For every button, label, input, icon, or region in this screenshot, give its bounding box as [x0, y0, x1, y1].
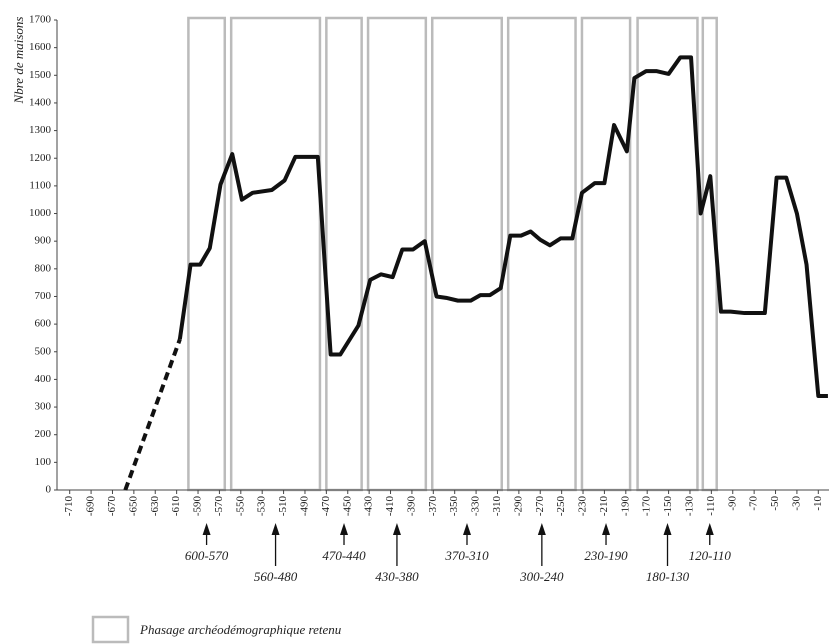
x-tick-label: -370: [427, 496, 439, 517]
phase-arrowhead: [271, 523, 280, 535]
x-tick-label: -390: [405, 496, 417, 517]
y-tick-label: 1100: [29, 179, 51, 191]
legend-box: [91, 615, 130, 644]
x-tick-label: -410: [384, 496, 396, 517]
x-tick-label: -450: [341, 496, 353, 517]
phase-box: [325, 16, 363, 492]
phase-label: 600-570: [185, 548, 229, 563]
phase-label: 470-440: [322, 548, 366, 563]
x-tick-label: -470: [320, 496, 332, 517]
x-tick-label: -310: [491, 496, 503, 517]
x-tick-label: -10: [812, 496, 824, 511]
x-tick-label: -550: [234, 496, 246, 517]
x-tick-label: -90: [726, 496, 738, 511]
legend-label: Phasage archéodémographique retenu: [139, 622, 342, 637]
x-tick-label: -610: [170, 496, 182, 517]
y-tick-label: 200: [35, 428, 52, 440]
data-line: [177, 55, 828, 398]
phase-arrowhead: [705, 523, 714, 535]
phase-label: 370-310: [444, 548, 489, 563]
x-tick-label: -150: [662, 496, 674, 517]
x-tick-label: -130: [684, 496, 696, 517]
x-tick-label: -490: [299, 496, 311, 517]
x-tick-label: -690: [85, 496, 97, 517]
phase-box: [366, 16, 428, 492]
x-tick-label: -110: [705, 496, 717, 516]
phase-box: [506, 16, 577, 492]
x-tick-label: -70: [748, 496, 760, 511]
y-tick-label: 900: [35, 235, 52, 247]
x-tick-label: -430: [363, 496, 375, 517]
x-tick-label: -330: [470, 496, 482, 517]
x-tick-label: -50: [769, 496, 781, 511]
phase-label: 180-130: [646, 569, 690, 584]
x-tick-label: -290: [512, 496, 524, 517]
y-axis-label: Nbre de maisons: [11, 17, 26, 105]
phase-label: 120-110: [689, 548, 732, 563]
x-tick-label: -210: [598, 496, 610, 517]
phase-label: 430-380: [375, 569, 419, 584]
x-tick-label: -30: [790, 496, 802, 511]
y-tick-label: 1300: [29, 124, 52, 136]
phase-arrowhead: [537, 523, 546, 535]
y-tick-label: 300: [35, 401, 52, 413]
phase-label: 560-480: [254, 569, 298, 584]
phase-box: [580, 16, 632, 492]
phase-label: 300-240: [519, 569, 564, 584]
phase-arrowhead: [602, 523, 611, 535]
phase-arrowhead: [392, 523, 401, 535]
x-tick-label: -590: [192, 496, 204, 517]
x-tick-label: -710: [63, 496, 75, 517]
y-tick-label: 100: [35, 456, 52, 468]
x-tick-label: -670: [106, 496, 118, 517]
x-tick-label: -650: [127, 496, 139, 517]
x-tick-label: -230: [577, 496, 589, 517]
x-tick-label: -350: [448, 496, 460, 517]
y-tick-label: 700: [35, 290, 52, 302]
phase-box: [430, 16, 503, 492]
x-tick-label: -570: [213, 496, 225, 517]
phase-arrowhead: [663, 523, 672, 535]
y-tick-label: 800: [35, 262, 52, 274]
phase-arrowhead: [462, 523, 471, 535]
y-tick-label: 500: [35, 345, 52, 357]
y-tick-label: 1000: [29, 207, 52, 219]
x-tick-label: -530: [256, 496, 268, 517]
y-tick-label: 0: [46, 484, 52, 496]
y-tick-label: 1700: [29, 14, 52, 26]
x-tick-label: -510: [277, 496, 289, 517]
y-tick-label: 400: [35, 373, 52, 385]
phase-arrowhead: [340, 523, 349, 535]
y-tick-label: 600: [35, 318, 52, 330]
phase-box: [636, 16, 699, 492]
data-line: [123, 338, 182, 491]
x-tick-label: -170: [641, 496, 653, 517]
x-tick-label: -630: [149, 496, 161, 517]
x-tick-label: -250: [555, 496, 567, 517]
y-tick-label: 1600: [29, 41, 52, 53]
y-tick-label: 1200: [29, 152, 52, 164]
y-tick-label: 1500: [29, 69, 52, 81]
y-tick-label: 1400: [29, 96, 52, 108]
x-tick-label: -270: [534, 496, 546, 517]
phase-label: 230-190: [584, 548, 628, 563]
x-tick-label: -190: [619, 496, 631, 517]
phase-box: [229, 16, 322, 492]
phase-arrowhead: [202, 523, 211, 535]
